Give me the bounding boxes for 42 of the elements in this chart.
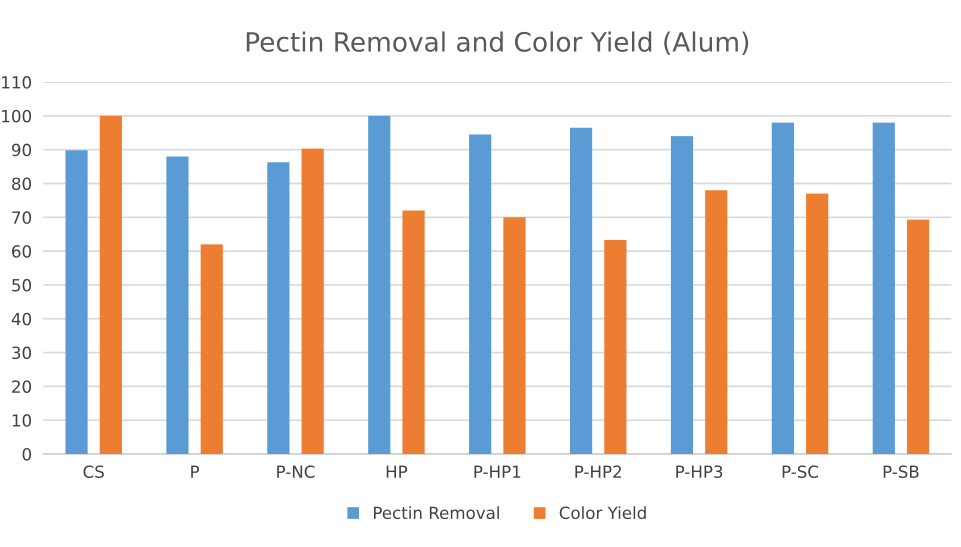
bar (806, 194, 828, 454)
bar (872, 122, 895, 454)
x-tick-label: P-SC (782, 465, 818, 478)
bar (906, 220, 930, 454)
y-tick-label: 0 (22, 448, 32, 461)
y-tick-label: 80 (12, 177, 32, 190)
bar (670, 136, 694, 454)
bar (772, 122, 794, 454)
bar (166, 156, 189, 454)
bar (100, 116, 122, 454)
bar (469, 134, 492, 454)
y-tick-label: 40 (12, 312, 32, 326)
x-tick-label: P (191, 466, 200, 478)
bar (302, 148, 324, 454)
x-tick-label: P-NC (277, 465, 314, 478)
x-tick-label: P-HP2 (575, 465, 621, 478)
y-tick-label: 90 (12, 144, 32, 156)
y-tick-label: 50 (12, 278, 32, 292)
bar (200, 244, 223, 454)
x-tick-label: P-HP3 (676, 465, 722, 478)
y-tick-label: 60 (12, 245, 32, 258)
x-tick-label: HP (386, 466, 408, 478)
x-tick-label: CS (84, 465, 104, 478)
y-tick-label: 70 (12, 211, 32, 224)
bar (705, 190, 728, 454)
bar (503, 217, 526, 454)
y-tick-label: 10 (12, 414, 32, 427)
bar (402, 210, 425, 454)
x-tick-label: P-SB (884, 465, 919, 478)
y-tick-label: 100 (2, 110, 32, 122)
legend-label: Color Yield (560, 506, 646, 520)
y-tick-label: 30 (12, 346, 32, 360)
bar (570, 128, 592, 454)
y-tick-label: 110 (2, 76, 32, 89)
bar (604, 240, 626, 454)
bar (267, 162, 290, 454)
chart-title: Pectin Removal and Color Yield (Alum) (246, 31, 748, 55)
y-tick-label: 20 (12, 380, 32, 393)
bar (65, 150, 88, 454)
legend-label: Pectin Removal (374, 506, 499, 520)
bar (368, 116, 390, 454)
x-tick-label: P-HP1 (474, 466, 520, 478)
